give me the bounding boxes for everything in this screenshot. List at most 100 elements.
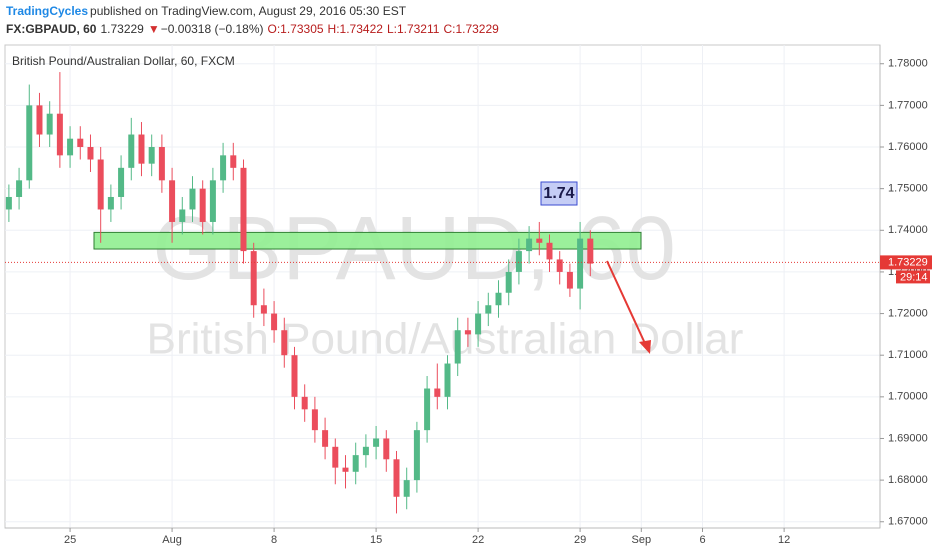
watermark-subtitle: British Pound/Australian Dollar xyxy=(147,315,744,364)
candle-body xyxy=(67,138,74,156)
last-price-box xyxy=(880,255,932,270)
y-tick-label: 1.70000 xyxy=(888,391,928,403)
candle-body xyxy=(434,388,441,397)
candle-body xyxy=(36,105,43,135)
publish-line: TradingCycles published on TradingView.co… xyxy=(6,4,410,18)
candle-body xyxy=(495,292,502,306)
candle-body xyxy=(199,188,206,222)
candle-body xyxy=(301,396,308,410)
candle-body xyxy=(189,188,196,210)
candle-body xyxy=(556,259,563,272)
y-tick-label: 1.67000 xyxy=(888,516,928,528)
candle-body xyxy=(250,251,257,306)
candle-body xyxy=(209,180,216,222)
timer-box xyxy=(896,270,930,284)
symbol-line: FX:GBPAUD, 60 1.73229 ▼−0.00318 (−0.18%) O:… xyxy=(6,22,503,36)
ohlc-low: L:1.73211 xyxy=(386,22,440,36)
change: −0.00318 (−0.18%) xyxy=(160,22,264,36)
arrow-head xyxy=(639,340,651,354)
symbol: FX:GBPAUD, 60 xyxy=(6,22,97,36)
last-price-label: 1.73229 xyxy=(888,256,928,268)
candle-body xyxy=(373,438,380,447)
x-tick-label: 15 xyxy=(370,534,382,546)
candle-body xyxy=(138,134,145,164)
candle-body xyxy=(566,271,573,289)
candle-body xyxy=(322,430,329,447)
candle-body xyxy=(26,105,33,181)
ohlc-close: C:1.73229 xyxy=(443,22,499,36)
direction: ▼ xyxy=(147,22,160,36)
ohlc-high: H:1.73422 xyxy=(327,22,383,36)
candle-body xyxy=(128,134,135,168)
candle-body xyxy=(587,238,594,264)
x-tick-label: 6 xyxy=(699,534,705,546)
x-tick-label: Sep xyxy=(632,534,652,546)
candle-body xyxy=(230,155,237,168)
candle-body xyxy=(383,438,390,460)
candle-body xyxy=(281,330,288,356)
candle-body xyxy=(332,446,339,468)
header: TradingCycles published on TradingView.co… xyxy=(0,0,932,42)
candle-body xyxy=(362,446,369,456)
candle-body xyxy=(46,113,53,135)
y-tick-label: 1.71000 xyxy=(888,349,928,361)
candle-body xyxy=(179,209,186,222)
candle-body xyxy=(240,167,247,252)
candle-body xyxy=(271,313,278,331)
published: published on TradingView.com, August 29,… xyxy=(90,4,407,18)
candle-body xyxy=(16,180,23,197)
candle-body xyxy=(118,167,125,197)
candle-body xyxy=(464,330,471,335)
candle-body xyxy=(505,271,512,293)
candle-body xyxy=(536,238,543,243)
candle-body xyxy=(77,138,84,148)
x-tick-label: 29 xyxy=(574,534,586,546)
author[interactable]: TradingCycles xyxy=(6,4,89,18)
zone xyxy=(93,231,642,250)
candle-body xyxy=(454,330,461,364)
candle-body xyxy=(97,159,104,210)
timer: 29:14 xyxy=(900,271,928,283)
y-tick-label: 1.77000 xyxy=(888,99,928,111)
plot-frame xyxy=(4,44,881,529)
candle-body xyxy=(291,355,298,397)
candle-body xyxy=(515,251,522,272)
y-tick-label: 1.76000 xyxy=(888,141,928,153)
x-tick-label: Aug xyxy=(162,534,182,546)
y-tick-label: 1.68000 xyxy=(888,474,928,486)
y-tick-label: 1.69000 xyxy=(888,432,928,444)
candle-body xyxy=(403,480,410,497)
candle-body xyxy=(546,242,553,260)
candle-body xyxy=(5,196,12,210)
x-tick-label: 22 xyxy=(472,534,484,546)
candle-body xyxy=(526,238,533,252)
candle-body xyxy=(577,238,584,289)
annotation-box xyxy=(540,181,578,206)
candle-body xyxy=(169,180,176,222)
x-tick-label: 12 xyxy=(778,534,790,546)
candle-body xyxy=(413,430,420,481)
candle-body xyxy=(485,305,492,314)
candle-body xyxy=(220,155,227,181)
y-tick-label: 1.74000 xyxy=(888,224,928,236)
y-tick-label: 1.75000 xyxy=(888,183,928,195)
candle-body xyxy=(107,196,114,210)
annotation: 1.74 xyxy=(543,185,574,202)
arrow-shaft xyxy=(606,260,649,351)
ohlc-open: O:1.73305 xyxy=(267,22,324,36)
candle-body xyxy=(158,147,165,181)
y-tick-label: 1.78000 xyxy=(888,58,928,70)
x-tick-label: 8 xyxy=(271,534,277,546)
candle-body xyxy=(87,147,94,160)
candle-body xyxy=(260,305,267,314)
x-tick-label: 25 xyxy=(64,534,76,546)
candle-body xyxy=(444,363,451,397)
candle-body xyxy=(352,455,359,472)
y-tick-label: 1.72000 xyxy=(888,307,928,319)
candle-body xyxy=(56,113,63,156)
candle-body xyxy=(311,409,318,431)
candle-body xyxy=(393,459,400,497)
candle-body xyxy=(342,467,349,472)
candle-body xyxy=(475,313,482,335)
